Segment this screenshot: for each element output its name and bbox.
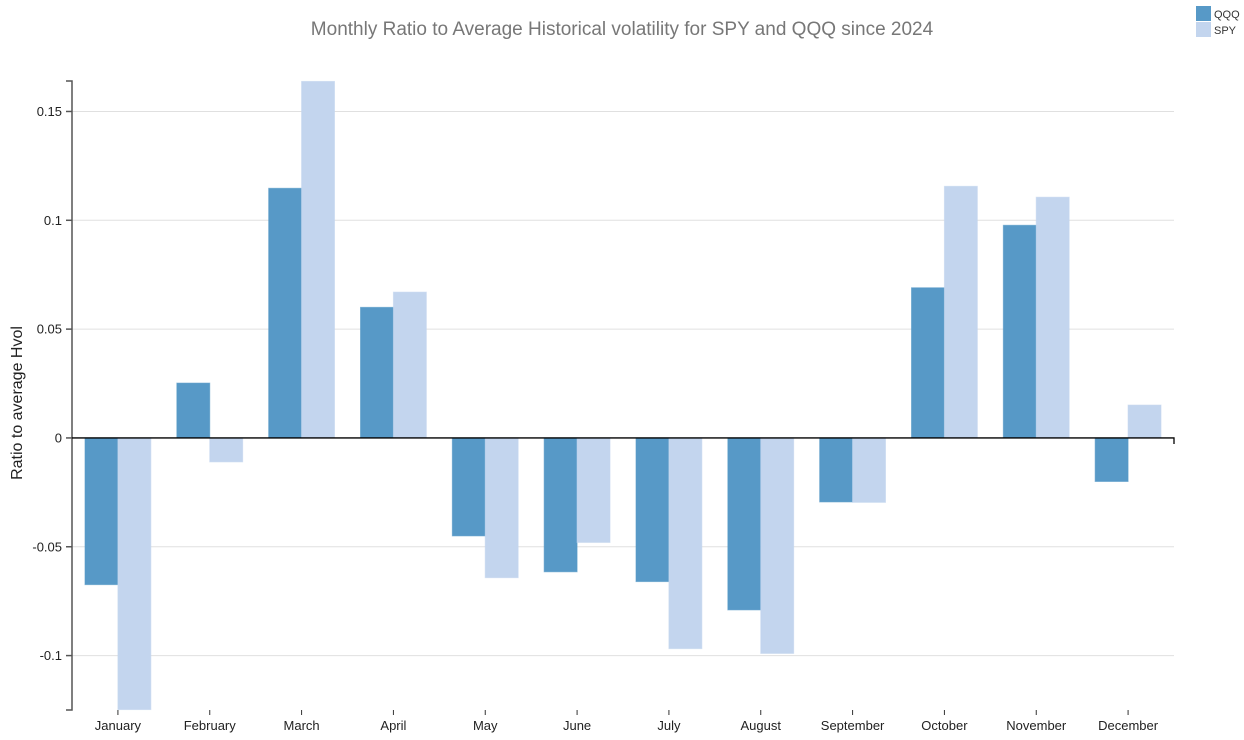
bar-qqq-november[interactable] [1002,224,1037,439]
y-axis-line [66,80,73,711]
x-tick-label: March [284,718,320,733]
bar-spy-april[interactable] [392,291,427,439]
x-tick-label: July [657,718,681,733]
bar-spy-march[interactable] [301,80,336,439]
bar-spy-december[interactable] [1127,404,1162,439]
x-tick-label: September [821,718,885,733]
bar-qqq-july[interactable] [635,437,670,583]
gridlines [72,110,1174,657]
bar-spy-july[interactable] [668,437,703,650]
bar-spy-november[interactable] [1035,196,1070,439]
legend: QQQ SPY [1196,6,1240,37]
bar-qqq-february[interactable] [176,382,211,439]
bar-qqq-june[interactable] [543,437,578,573]
x-tick-label: October [921,718,968,733]
x-axis: January February March April May June July Augu… [72,437,1175,733]
x-tick-label: May [473,718,498,733]
legend-label-spy[interactable]: SPY [1214,25,1237,37]
y-tick-label: -0.1 [40,648,62,663]
bar-spy-august[interactable] [760,437,795,654]
legend-label-qqq[interactable]: QQQ [1214,9,1240,21]
y-axis: -0.1 -0.05 0 0.05 0.1 0.15 [32,80,73,711]
y-tick-label: 0.05 [37,322,62,337]
bar-qqq-september[interactable] [819,437,854,503]
x-tick-label: February [184,718,237,733]
bars [84,80,1162,711]
y-axis-title: Ratio to average Hvol [9,326,26,480]
legend-swatch-qqq[interactable] [1196,6,1211,21]
bar-spy-october[interactable] [943,185,978,439]
y-tick-label: 0 [55,430,62,445]
bar-qqq-august[interactable] [727,437,762,611]
x-tick-label: June [563,718,591,733]
y-tick-label: -0.05 [32,539,62,554]
x-tick-label: April [380,718,406,733]
y-tick-label: 0.1 [44,213,62,228]
bar-qqq-may[interactable] [451,437,486,537]
zero-line [72,437,1175,444]
bar-qqq-march[interactable] [268,187,303,439]
bar-qqq-december[interactable] [1094,437,1129,482]
bar-spy-january[interactable] [117,437,152,711]
x-tick-label: January [95,718,142,733]
x-tick-label: August [741,718,782,733]
bar-qqq-april[interactable] [360,306,394,439]
bar-spy-june[interactable] [576,437,611,543]
chart-title: Monthly Ratio to Average Historical vola… [311,19,934,40]
x-tick-label: November [1006,718,1067,733]
x-tick-label: December [1098,718,1159,733]
legend-swatch-spy[interactable] [1196,22,1211,37]
y-tick-label: 0.15 [37,104,62,119]
bar-spy-february[interactable] [209,437,244,463]
bar-spy-september[interactable] [852,437,886,503]
bar-qqq-october[interactable] [911,287,945,439]
bar-spy-may[interactable] [484,437,519,579]
bar-qqq-january[interactable] [84,437,119,586]
